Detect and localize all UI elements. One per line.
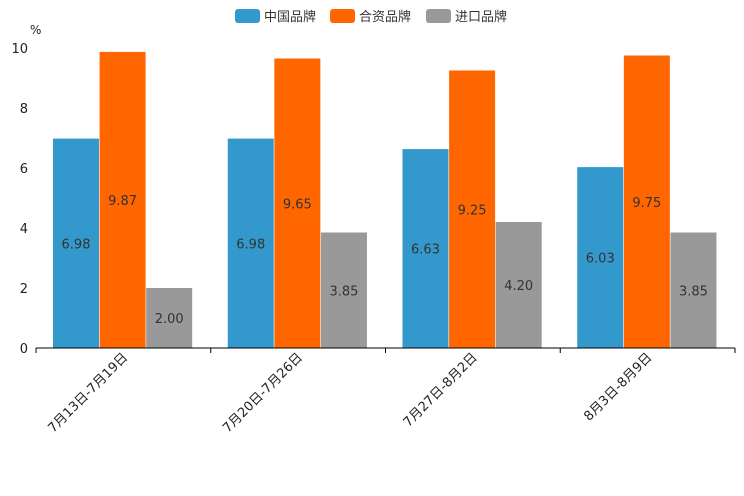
bar-value-label: 3.85 [679, 284, 708, 299]
y-axis: 0 2 4 6 8 10 [11, 42, 28, 357]
bar-value-label: 2.00 [155, 312, 184, 327]
bar-value-label: 9.65 [283, 197, 312, 212]
bar-2-4[interactable] [623, 55, 670, 349]
bar-1-4[interactable] [577, 167, 624, 348]
bar-1-2[interactable] [227, 138, 274, 348]
bar-3-2[interactable] [320, 232, 367, 349]
bar-value-label: 6.98 [62, 237, 91, 252]
bar-value-label: 4.20 [504, 279, 533, 294]
bar-3-1[interactable] [146, 288, 193, 348]
y-axis-unit: % [30, 23, 41, 37]
plot-area: 6.98 9.87 2.00 6.98 9.65 3.85 6.63 9.25 4.20 6.03… [53, 51, 717, 349]
legend-swatch-2[interactable] [330, 9, 355, 23]
bar-value-label: 6.03 [586, 252, 615, 267]
bar-2-1[interactable] [99, 51, 146, 349]
bar-value-label: 6.98 [236, 237, 265, 252]
x-tick-label: 7月13日-7月19日 [45, 350, 131, 436]
x-axis: 7月13日-7月19日 7月20日-7月26日 7月27日-8月2日 8月3日-8月9… [35, 348, 736, 436]
x-tick-label: 7月27日-8月2日 [401, 350, 481, 430]
y-tick-label: 4 [20, 222, 28, 237]
bar-3-3[interactable] [495, 222, 542, 348]
bar-1-3[interactable] [402, 149, 449, 348]
y-tick-label: 0 [20, 342, 28, 357]
legend-swatch-1[interactable] [235, 9, 260, 23]
legend-label-1[interactable]: 中国品牌 [264, 9, 316, 25]
legend: 中国品牌 合资品牌 进口品牌 [235, 9, 507, 25]
bar-2-2[interactable] [274, 58, 321, 349]
bar-value-label: 3.85 [329, 284, 358, 299]
legend-label-2[interactable]: 合资品牌 [359, 9, 411, 25]
bar-value-label: 6.63 [411, 243, 440, 258]
x-tick-label: 7月20日-7月26日 [220, 350, 306, 436]
y-tick-label: 2 [20, 282, 28, 297]
y-tick-label: 8 [20, 102, 28, 117]
legend-swatch-3[interactable] [426, 9, 451, 23]
x-tick-label: 8月3日-8月9日 [581, 350, 655, 424]
y-tick-label: 6 [20, 162, 28, 177]
legend-label-3[interactable]: 进口品牌 [455, 9, 507, 25]
bar-value-label: 9.75 [632, 196, 661, 211]
bar-2-3[interactable] [449, 70, 496, 349]
bar-1-1[interactable] [53, 138, 99, 348]
bar-value-label: 9.25 [458, 203, 487, 218]
bar-value-label: 9.87 [108, 194, 137, 209]
bar-3-4[interactable] [670, 232, 717, 349]
y-tick-label: 10 [11, 42, 28, 57]
